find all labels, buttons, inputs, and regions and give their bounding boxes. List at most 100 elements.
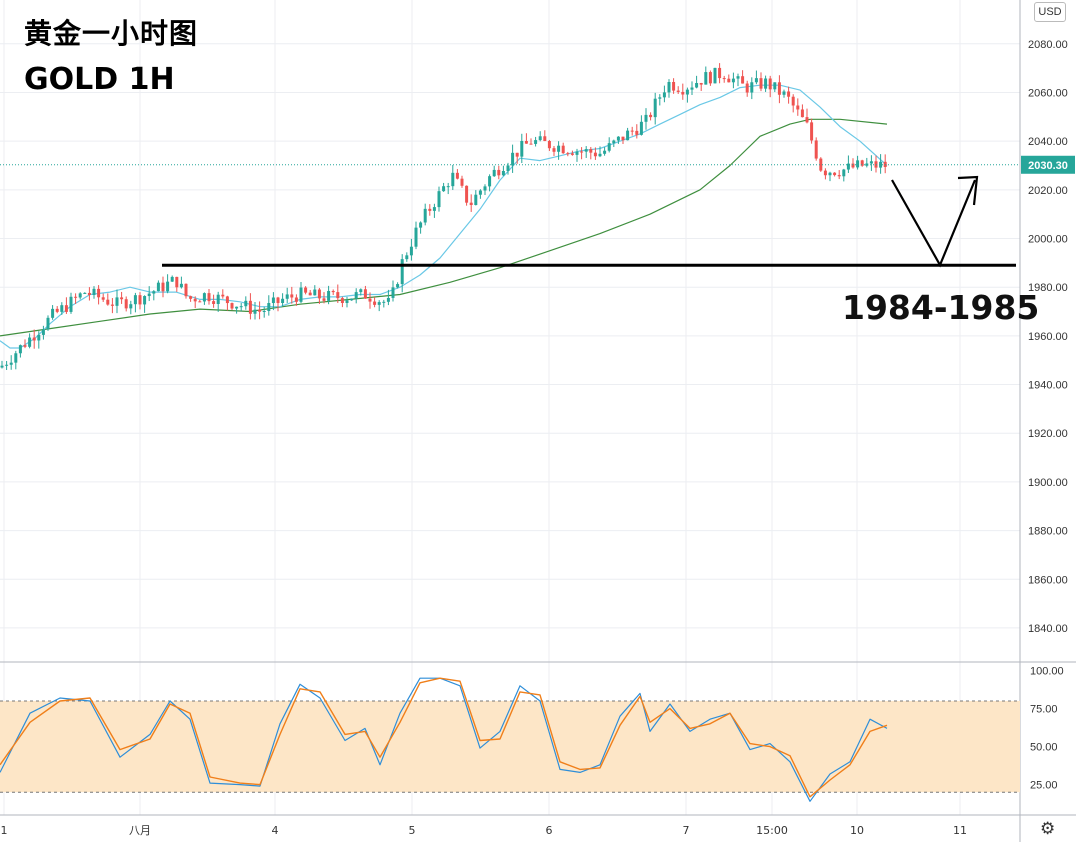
candle-body (340, 298, 344, 303)
candle-body (833, 172, 837, 176)
candle-body (32, 337, 36, 341)
candle-body (672, 82, 676, 91)
candle-body (722, 78, 726, 80)
gear-icon[interactable]: ⚙ (1040, 819, 1056, 838)
support-range-label: 1984-1985 (842, 288, 1040, 327)
candle-body (860, 160, 864, 166)
candle-body (285, 294, 289, 299)
candle-body (584, 149, 588, 152)
candle-body (14, 353, 18, 363)
candle-body (244, 300, 248, 307)
price-tick-label: 1860.00 (1028, 574, 1068, 586)
candle-body (810, 122, 814, 141)
ma-fast-line (0, 84, 888, 349)
candle-body (869, 161, 873, 164)
candle-body (432, 207, 436, 211)
candle-body (317, 289, 321, 299)
price-tick-label: 2040.00 (1028, 136, 1068, 148)
candle-body (5, 364, 9, 366)
price-tick-label: 2080.00 (1028, 39, 1068, 51)
candle-body (299, 287, 303, 302)
candle-body (451, 172, 455, 187)
candle-body (248, 300, 252, 314)
candle-body (736, 76, 740, 79)
candle-body (55, 308, 59, 312)
candle-body (133, 295, 137, 305)
candle-body (524, 141, 528, 144)
candle-body (442, 186, 446, 192)
candle-body (598, 153, 602, 157)
candle-body (207, 293, 211, 302)
candle-body (741, 76, 745, 84)
candle-body (87, 292, 91, 296)
time-tick-label: 6 (546, 824, 553, 837)
candle-body (331, 290, 335, 293)
candle-body (506, 165, 510, 171)
candle-body (465, 185, 469, 203)
candle-body (166, 281, 170, 292)
last-price-tag (1021, 155, 1075, 174)
candle-body (837, 175, 841, 177)
chart-title-cn: 黄金一小时图 (24, 17, 199, 50)
candle-body (354, 292, 358, 299)
candle-body (115, 297, 119, 306)
candle-body (552, 148, 556, 152)
candle-body (110, 304, 114, 306)
candle-body (649, 114, 653, 118)
candle-body (846, 163, 850, 170)
time-tick-label: 4 (272, 824, 279, 837)
candle-body (101, 297, 105, 300)
candle-body (69, 296, 73, 312)
candle-body (391, 287, 395, 298)
candle-body (501, 170, 505, 176)
time-tick-label: 10 (850, 824, 864, 837)
candle-body (386, 297, 390, 302)
time-tick-label: 11 (953, 824, 967, 837)
candle-body (363, 289, 367, 299)
currency-badge[interactable]: USD (1034, 2, 1066, 22)
candle-body (18, 345, 22, 354)
candle-body (616, 136, 620, 141)
price-tick-label: 1840.00 (1028, 623, 1068, 635)
candle-body (152, 291, 156, 294)
candle-body (800, 109, 804, 118)
candle-body (290, 294, 294, 298)
candle-body (658, 97, 662, 99)
candle-body (345, 300, 349, 303)
candle-body (662, 92, 666, 98)
chart-title-en: GOLD 1H (24, 62, 175, 97)
candle-body (414, 227, 418, 247)
candle-body (41, 329, 45, 335)
candle-body (262, 310, 266, 312)
candle-body (64, 305, 68, 312)
candle-body (350, 298, 354, 301)
price-tick-label: 1960.00 (1028, 331, 1068, 343)
candle-body (593, 152, 597, 157)
candle-body (731, 78, 735, 83)
candle-body (796, 105, 800, 110)
candle-body (225, 296, 229, 304)
candle-body (768, 78, 772, 90)
candle-body (373, 301, 377, 305)
candle-body (695, 82, 699, 88)
candle-body (179, 283, 183, 288)
candle-body (193, 298, 197, 302)
price-tick-label: 2020.00 (1028, 185, 1068, 197)
price-tick-label: 2000.00 (1028, 234, 1068, 246)
candle-body (129, 304, 133, 309)
candle-body (170, 276, 174, 282)
candle-body (51, 308, 55, 318)
candle-body (147, 293, 151, 297)
moving-averages (0, 84, 888, 349)
candle-body (676, 90, 680, 92)
candle-body (400, 259, 404, 285)
candle-body (258, 309, 262, 312)
candle-body (787, 91, 791, 97)
candle-body (727, 78, 731, 83)
candle-body (184, 283, 188, 297)
candlesticks (0, 63, 887, 370)
candle-body (865, 163, 869, 166)
candle-body (327, 290, 331, 301)
candle-body (856, 160, 860, 168)
